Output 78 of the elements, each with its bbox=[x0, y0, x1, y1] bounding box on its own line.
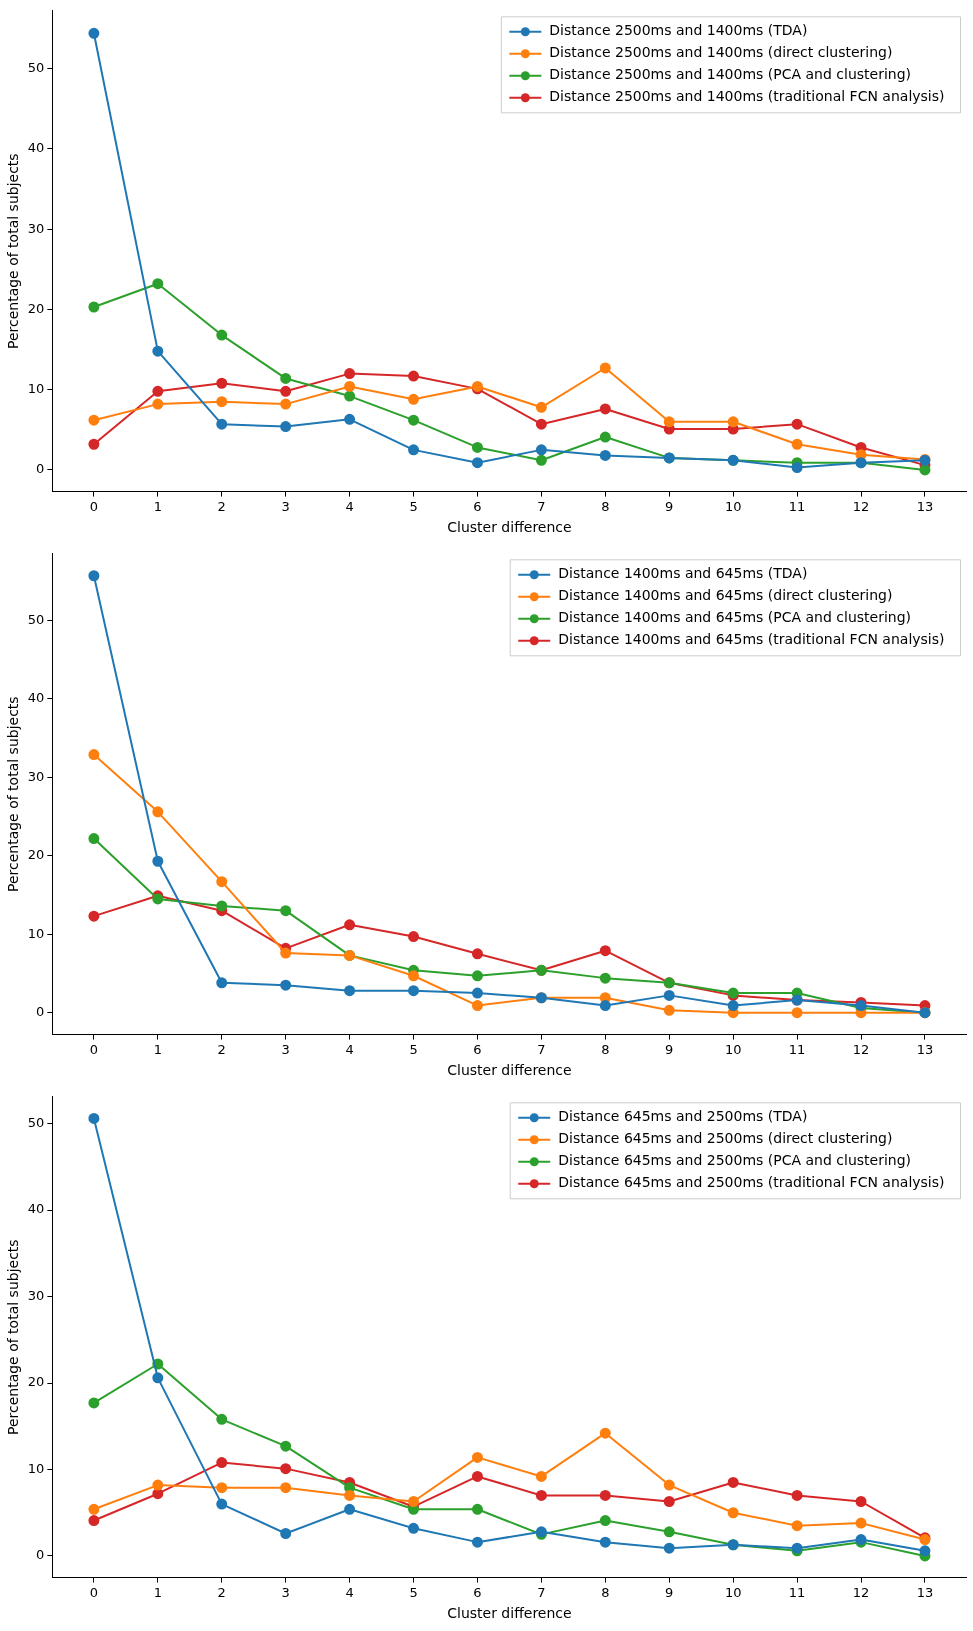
x-tick-label: 13 bbox=[916, 498, 934, 514]
x-tick-label: 11 bbox=[788, 1584, 806, 1600]
y-tick-label: 30 bbox=[27, 768, 45, 784]
legend-label: Distance 645ms and 2500ms (traditional FCN analysis) bbox=[558, 1174, 945, 1191]
x-tick-label: 9 bbox=[665, 498, 674, 514]
y-tick-label: 10 bbox=[27, 925, 45, 941]
y-tick-label: 10 bbox=[27, 1460, 45, 1476]
x-tick-label: 6 bbox=[473, 498, 482, 514]
legend-label: Distance 645ms and 2500ms (TDA) bbox=[558, 1108, 808, 1125]
x-axis-title: Cluster difference bbox=[447, 1605, 572, 1622]
x-tick-label: 3 bbox=[281, 1584, 290, 1600]
x-tick-label: 10 bbox=[724, 1041, 742, 1057]
y-tick-label: 10 bbox=[27, 381, 45, 397]
y-tick-label: 0 bbox=[36, 1004, 45, 1020]
x-tick-label: 4 bbox=[345, 1041, 354, 1057]
x-tick-label: 12 bbox=[852, 498, 870, 514]
y-tick-label: 20 bbox=[27, 1374, 45, 1390]
y-axis-title: Percentage of total subjects bbox=[5, 696, 22, 893]
legend-label: Distance 2500ms and 1400ms (traditional FCN analysis) bbox=[549, 88, 945, 105]
y-tick-label: 40 bbox=[27, 1201, 45, 1217]
y-tick-label: 20 bbox=[27, 300, 45, 316]
legend-label: Distance 645ms and 2500ms (direct clustering) bbox=[558, 1130, 893, 1147]
x-tick-label: 5 bbox=[409, 1584, 418, 1600]
x-tick-label: 0 bbox=[89, 1041, 99, 1057]
x-tick-label: 11 bbox=[788, 498, 806, 514]
x-axis-title: Cluster difference bbox=[447, 1062, 572, 1079]
y-tick-label: 0 bbox=[36, 1547, 45, 1563]
x-tick-label: 9 bbox=[665, 1584, 674, 1600]
x-tick-label: 7 bbox=[537, 1041, 546, 1057]
x-tick-label: 0 bbox=[89, 1584, 99, 1600]
x-tick-label: 4 bbox=[345, 498, 354, 514]
x-tick-label: 0 bbox=[89, 498, 99, 514]
y-axis-title: Percentage of total subjects bbox=[5, 153, 22, 350]
x-tick-label: 8 bbox=[601, 1041, 610, 1057]
legend-label: Distance 1400ms and 645ms (traditional FCN analysis) bbox=[558, 631, 945, 648]
y-tick-label: 50 bbox=[27, 59, 45, 75]
legend-label: Distance 1400ms and 645ms (TDA) bbox=[558, 565, 808, 582]
legend-label: Distance 2500ms and 1400ms (direct clustering) bbox=[549, 44, 893, 61]
y-axis-title: Percentage of total subjects bbox=[5, 1239, 22, 1436]
y-tick-label: 40 bbox=[27, 690, 45, 706]
x-tick-label: 2 bbox=[217, 498, 226, 514]
legend-label: Distance 2500ms and 1400ms (PCA and clustering) bbox=[549, 66, 912, 83]
y-tick-label: 30 bbox=[27, 220, 45, 236]
x-tick-label: 7 bbox=[537, 498, 546, 514]
y-tick-label: 50 bbox=[27, 1114, 45, 1130]
y-tick-label: 0 bbox=[36, 461, 45, 477]
legend-label: Distance 1400ms and 645ms (direct clustering) bbox=[558, 587, 893, 604]
x-tick-label: 3 bbox=[281, 498, 290, 514]
x-tick-label: 8 bbox=[601, 498, 610, 514]
y-tick-label: 20 bbox=[27, 847, 45, 863]
x-tick-label: 5 bbox=[409, 498, 418, 514]
x-tick-label: 1 bbox=[153, 1584, 162, 1600]
x-tick-label: 4 bbox=[345, 1584, 354, 1600]
x-tick-label: 9 bbox=[665, 1041, 674, 1057]
x-tick-label: 5 bbox=[409, 1041, 418, 1057]
y-tick-label: 50 bbox=[27, 611, 45, 627]
x-tick-label: 8 bbox=[601, 1584, 610, 1600]
x-tick-label: 13 bbox=[916, 1584, 934, 1600]
x-tick-label: 2 bbox=[217, 1584, 226, 1600]
legend-label: Distance 1400ms and 645ms (PCA and clustering) bbox=[558, 609, 912, 626]
x-tick-label: 7 bbox=[537, 1584, 546, 1600]
x-tick-label: 6 bbox=[473, 1041, 482, 1057]
x-tick-label: 13 bbox=[916, 1041, 934, 1057]
x-tick-label: 10 bbox=[724, 1584, 742, 1600]
x-tick-label: 1 bbox=[153, 1041, 162, 1057]
legend-label: Distance 645ms and 2500ms (PCA and clustering) bbox=[558, 1152, 912, 1169]
x-tick-label: 12 bbox=[852, 1041, 870, 1057]
x-tick-label: 11 bbox=[788, 1041, 806, 1057]
x-tick-label: 12 bbox=[852, 1584, 870, 1600]
x-tick-label: 6 bbox=[473, 1584, 482, 1600]
y-tick-label: 40 bbox=[27, 140, 45, 156]
x-tick-label: 10 bbox=[724, 498, 742, 514]
legend-label: Distance 2500ms and 1400ms (TDA) bbox=[549, 22, 808, 39]
x-axis-title: Cluster difference bbox=[447, 519, 572, 536]
x-tick-label: 1 bbox=[153, 498, 162, 514]
y-tick-label: 30 bbox=[27, 1287, 45, 1303]
x-tick-label: 2 bbox=[217, 1041, 226, 1057]
x-tick-label: 3 bbox=[281, 1041, 290, 1057]
